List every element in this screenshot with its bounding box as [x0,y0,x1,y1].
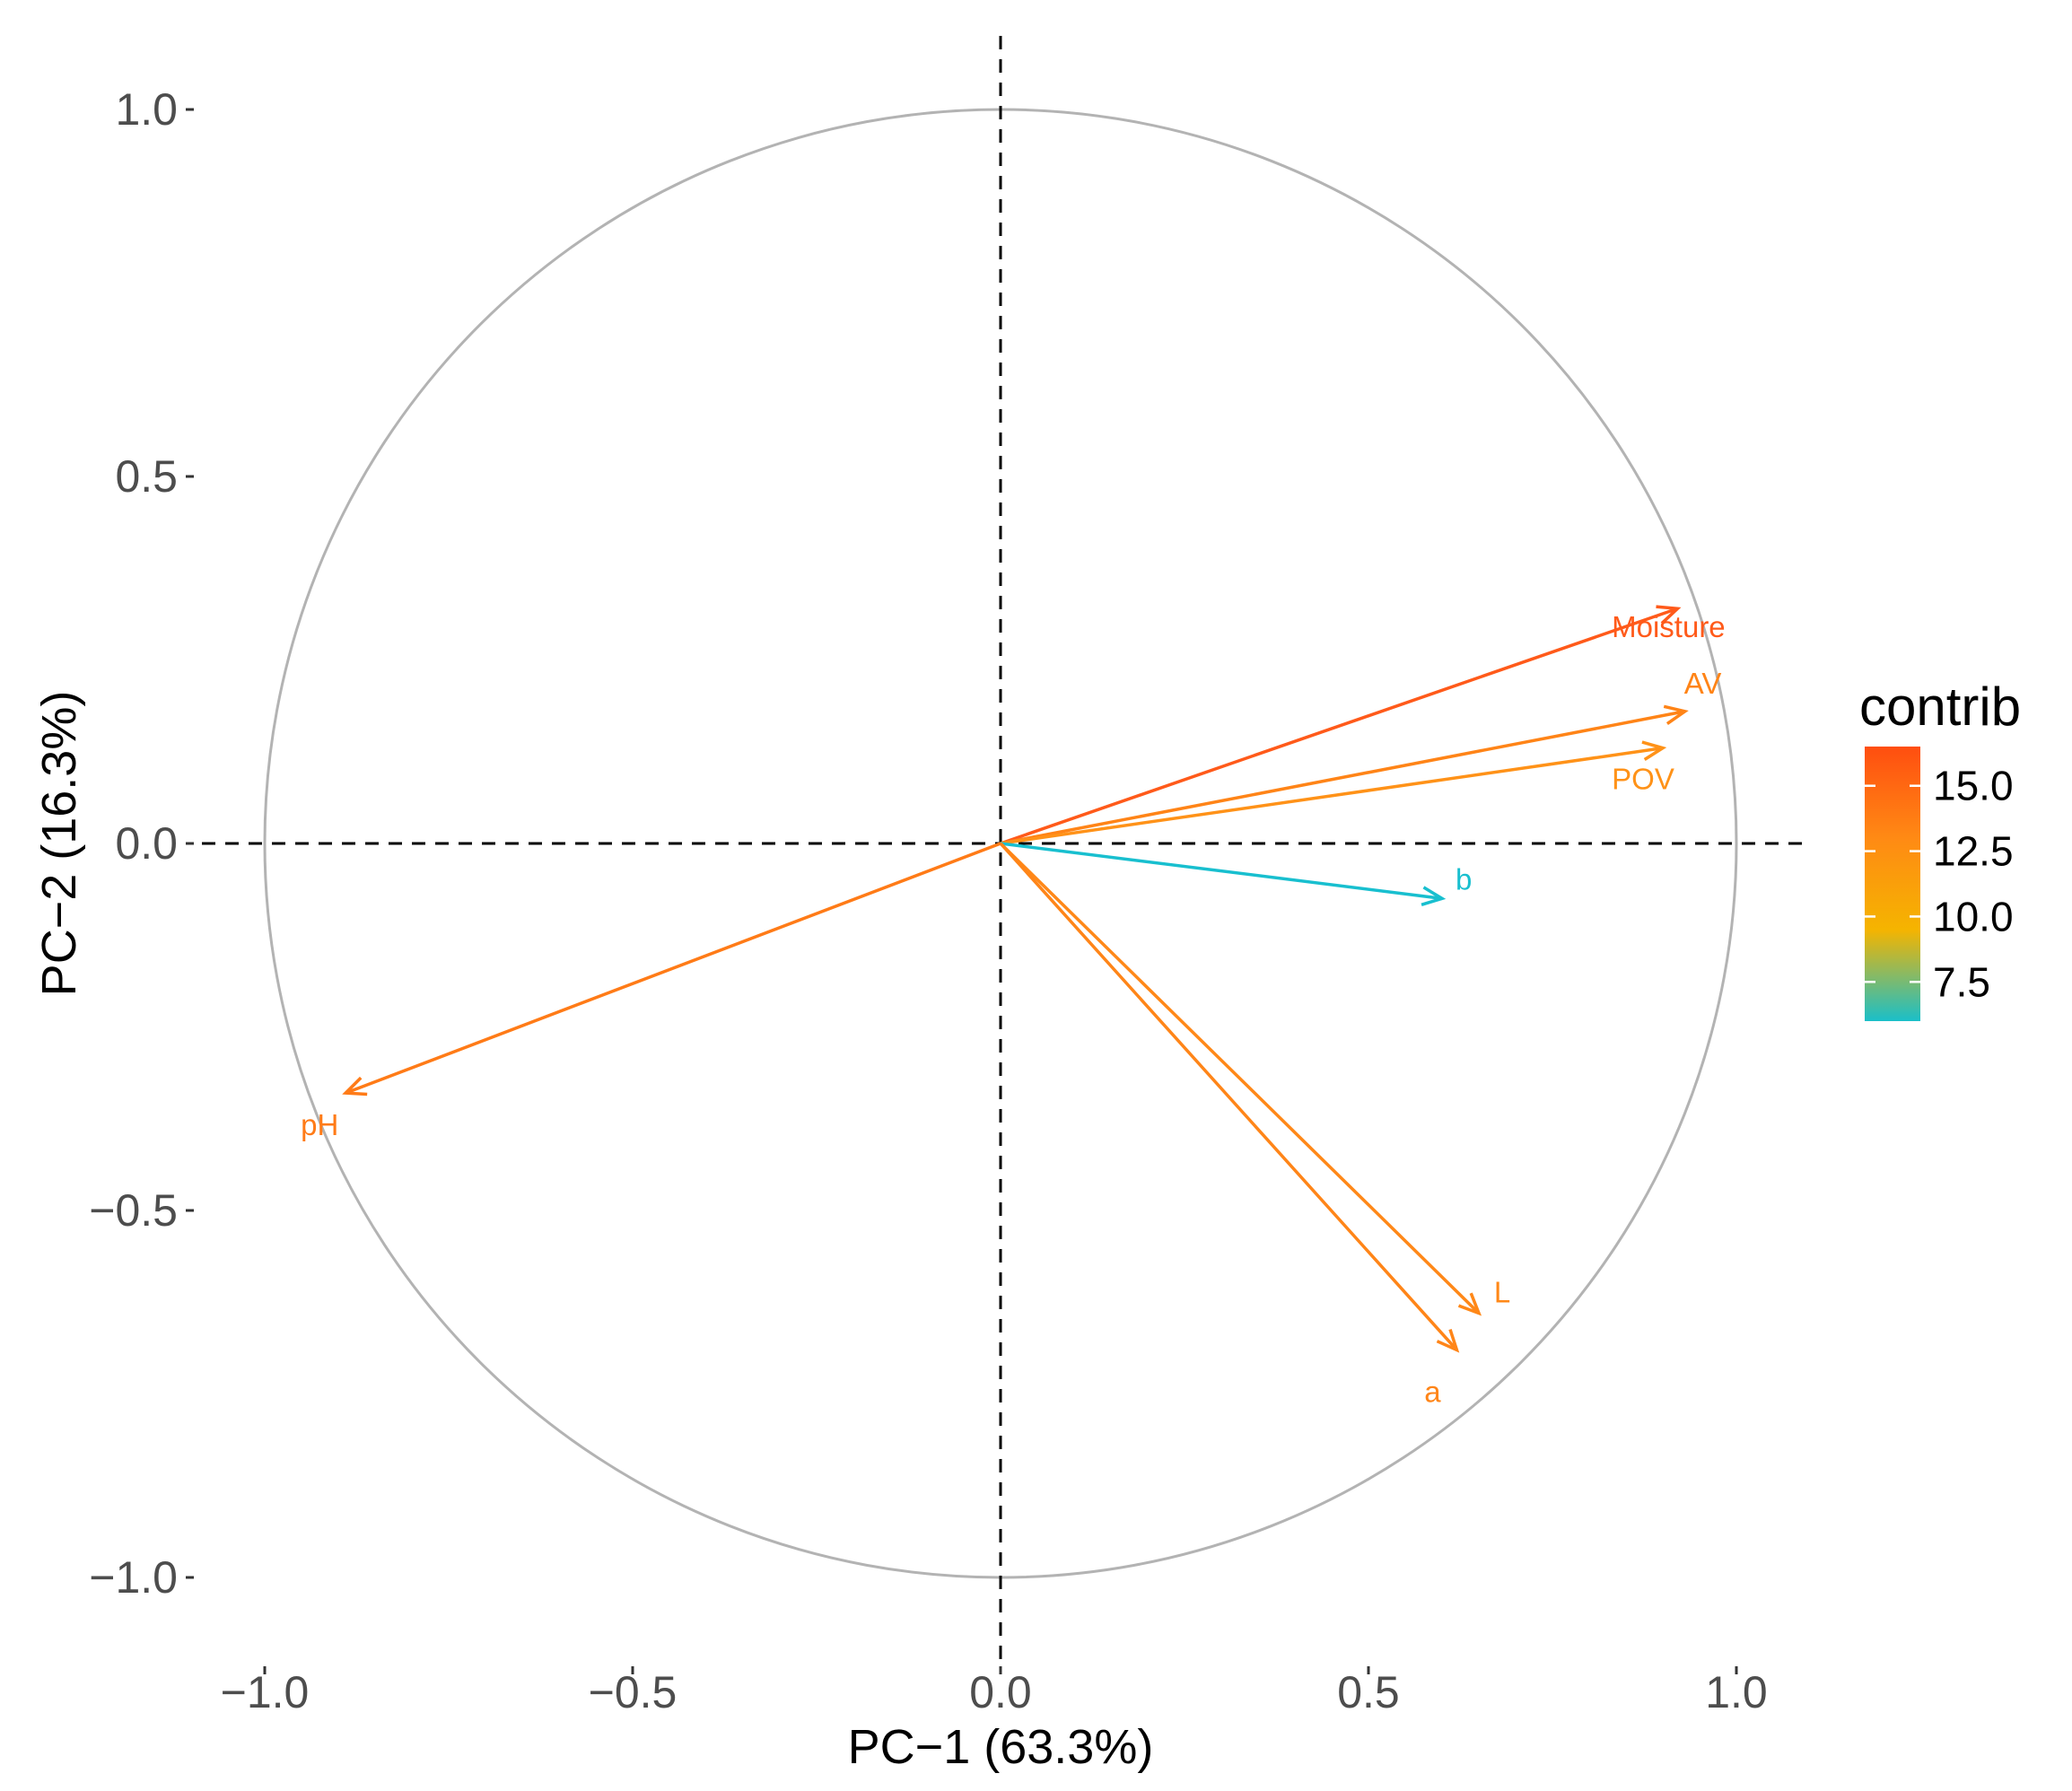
arrow-pH [342,842,1001,1096]
arrow-shaft-POV [1000,746,1664,845]
arrow-a [999,842,1460,1353]
variable-label-POV: POV [1612,763,1674,796]
x-axis-title: PC−1 (63.3%) [848,1720,1154,1774]
legend-color-bar [1865,747,1920,1021]
arrow-shaft-b [1000,842,1443,901]
arrow-shaft-AV [1000,710,1685,845]
arrowhead-pH [342,1076,368,1096]
y-axis-title: PC−2 (16.3%) [32,691,86,997]
arrowhead-POV [1641,740,1667,761]
arrowhead-L [1457,1292,1482,1316]
arrow-shaft-pH [345,842,1001,1095]
variable-label-b: b [1456,862,1472,896]
y-tick-label: −1.0 [89,1552,178,1603]
arrow-b [1000,842,1447,907]
variable-label-a: a [1424,1375,1441,1408]
variable-label-pH: pH [301,1108,338,1141]
x-tick-label: 1.0 [1705,1667,1768,1717]
arrow-POV [1000,740,1667,845]
plot-area [202,36,1804,1660]
variable-label-L: L [1494,1276,1510,1309]
arrow-AV [1000,704,1689,845]
legend-tick-label: 10.0 [1933,893,2014,939]
variable-label-AV: AV [1684,667,1722,700]
variable-label-Moisture: Moisture [1612,610,1726,643]
legend: contrib 15.0 12.5 10.0 7.5 [1859,677,2021,1021]
arrowhead-Moisture [1656,605,1682,625]
arrowhead-b [1421,886,1447,907]
arrowhead-a [1436,1329,1460,1353]
x-tick-label: −0.5 [589,1667,678,1717]
legend-title: contrib [1859,677,2021,737]
variable-labels: Moisture AV POV b pH La [301,610,1726,1408]
legend-tick-label: 7.5 [1933,958,1990,1005]
arrow-L [999,842,1482,1316]
legend-tick-label: 12.5 [1933,828,2014,875]
arrow-shaft-a [999,842,1458,1351]
arrow-shaft-L [999,842,1481,1315]
y-tick-label: 1.0 [115,84,178,135]
x-tick-label: 0.5 [1337,1667,1400,1717]
arrowhead-AV [1663,704,1689,725]
y-tick-label: 0.5 [115,451,178,502]
x-tick-label: −1.0 [221,1667,310,1717]
y-tick-label: −0.5 [89,1185,178,1236]
legend-tick-label: 15.0 [1933,763,2014,809]
arrow-Moisture [1000,605,1682,845]
y-tick-label: 0.0 [115,818,178,869]
x-tick-label: 0.0 [969,1667,1032,1717]
axes: 1.0 0.5 0.0 −0.5 −1.0 −1.0 −0.5 0.0 0.5 1.0 [89,84,1767,1717]
arrow-shaft-Moisture [1000,607,1678,845]
